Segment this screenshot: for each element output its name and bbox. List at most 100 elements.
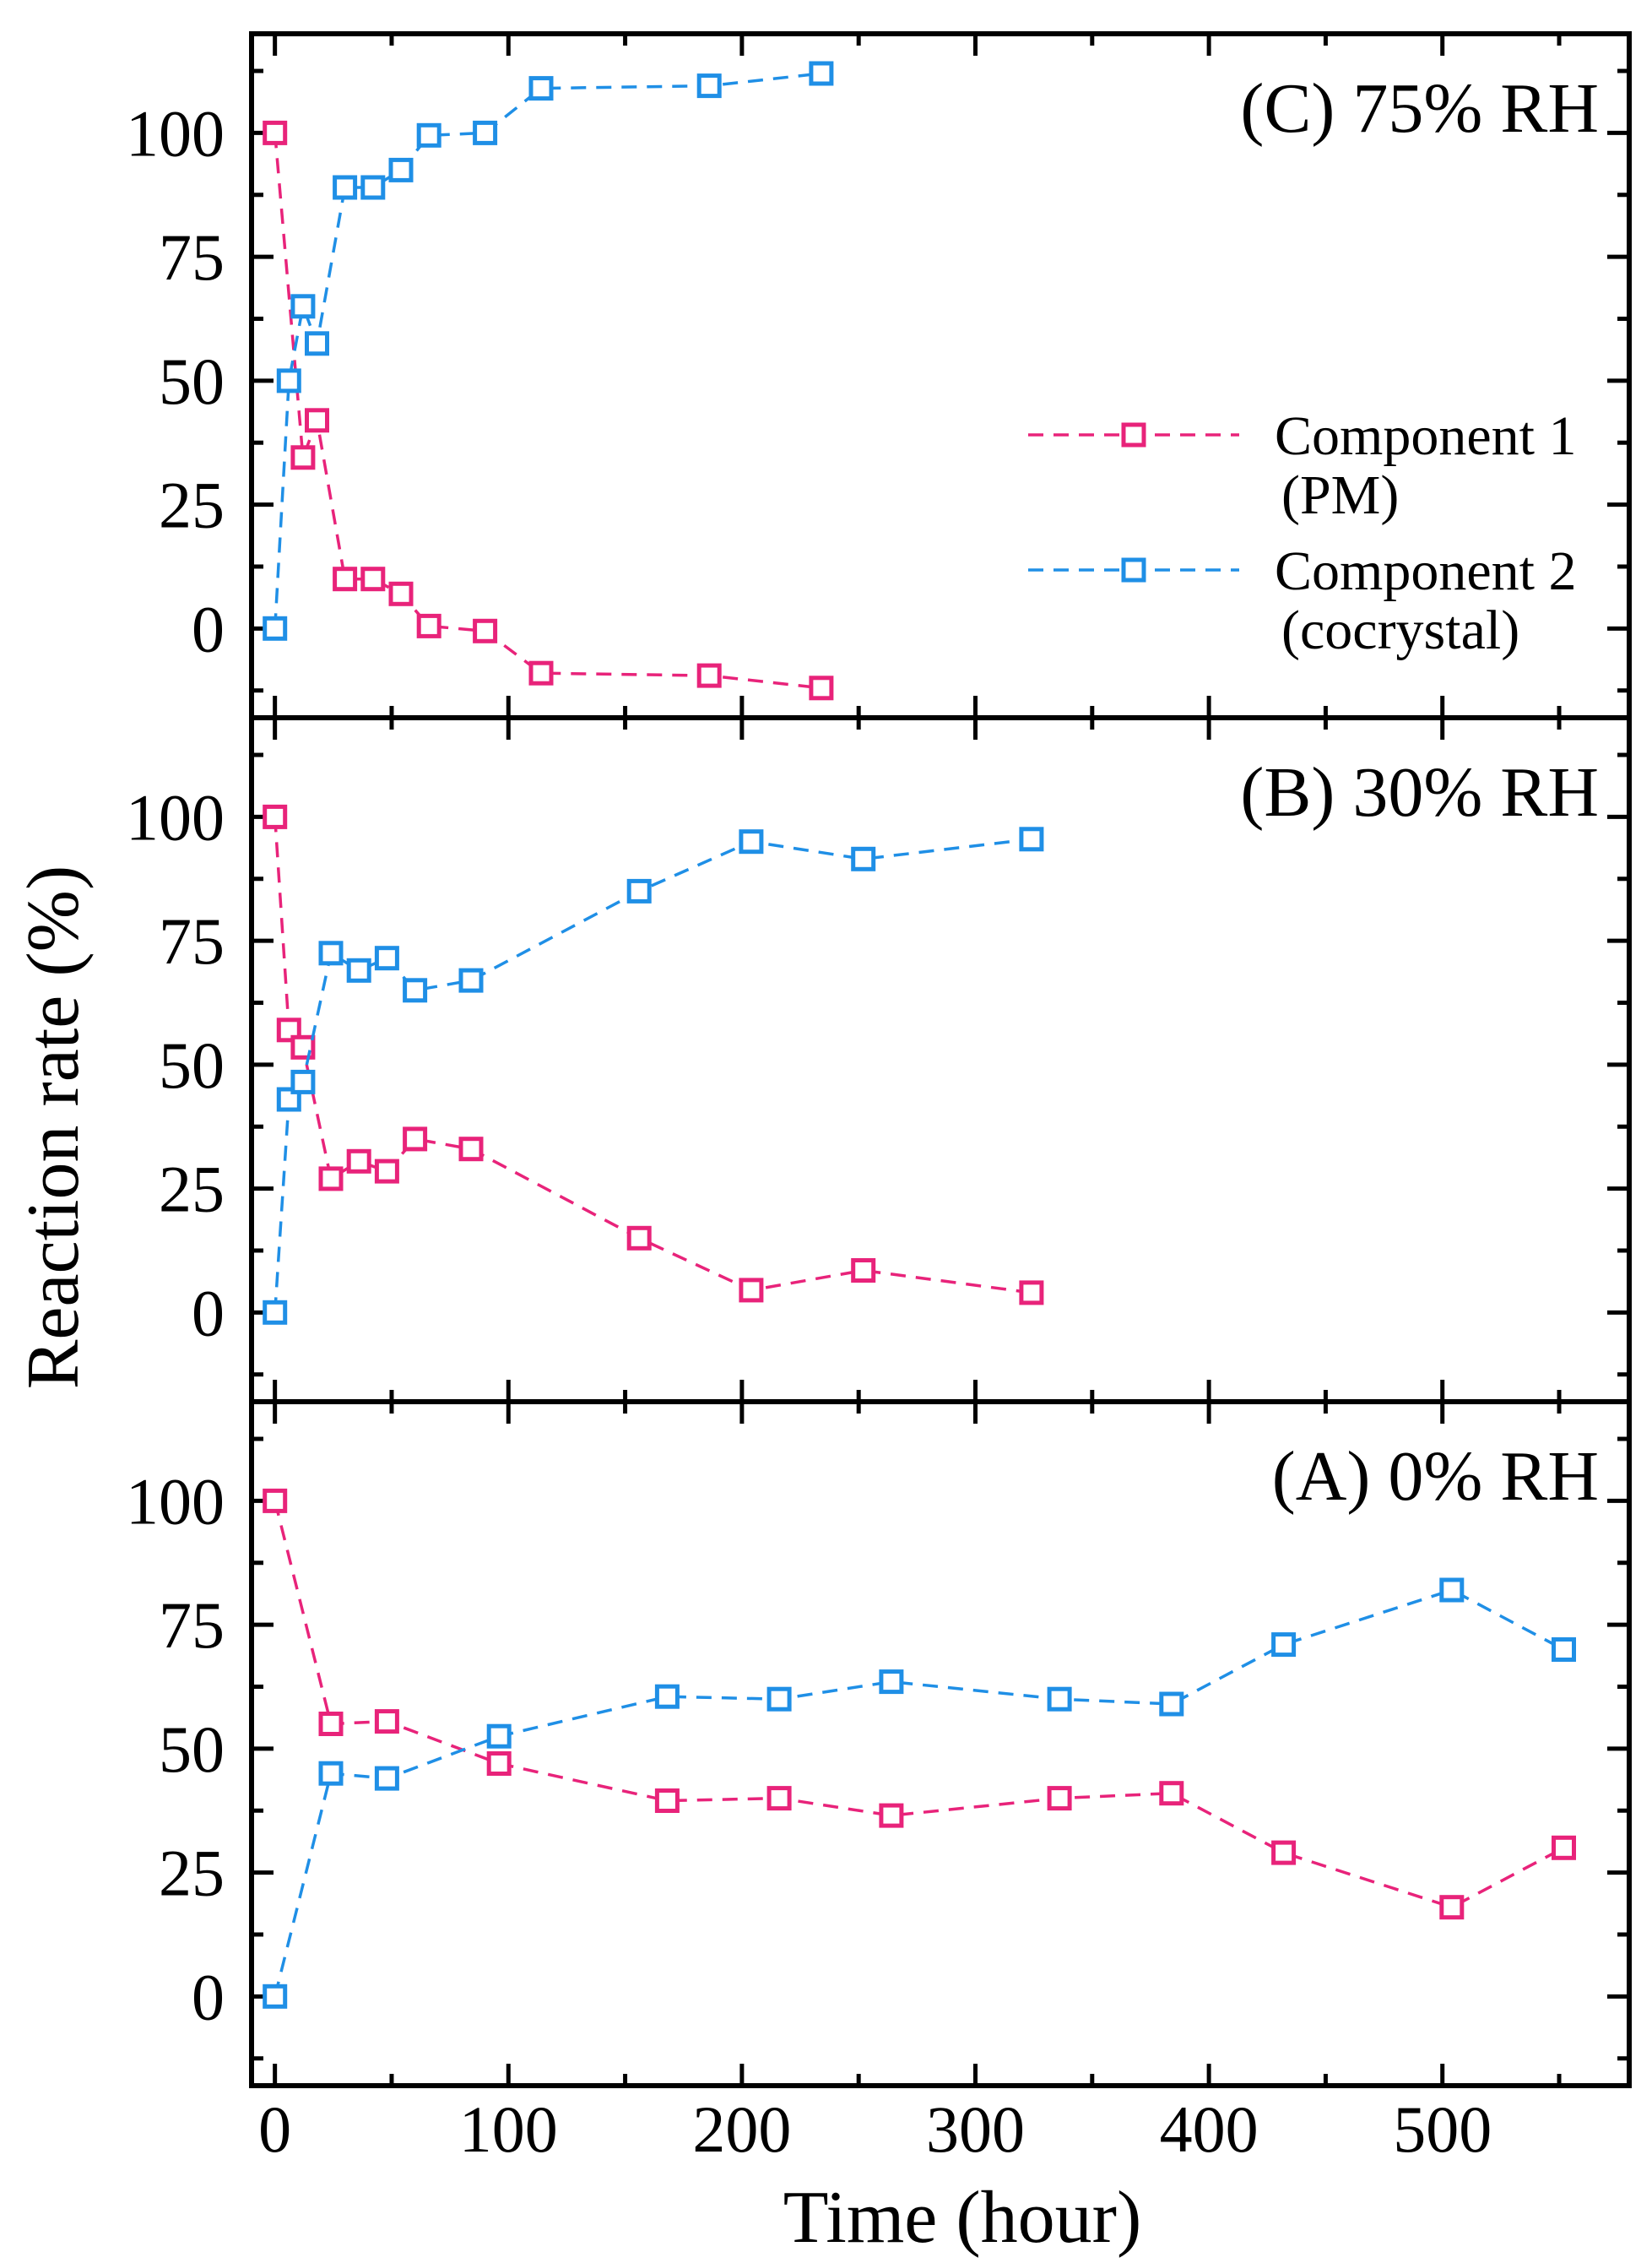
data-point (766, 1686, 792, 1712)
y-tick-label: 75 (159, 1588, 225, 1662)
data-point (290, 294, 316, 319)
data-point (528, 76, 554, 101)
data-point (473, 618, 498, 643)
panel-title: (C) 75% RH (1240, 69, 1599, 148)
legend-label: Component 1 (1275, 405, 1577, 467)
legend-marker (1121, 422, 1146, 448)
data-point (333, 567, 358, 592)
data-point (263, 1488, 288, 1513)
data-point (416, 122, 441, 148)
x-tick-label: 400 (1160, 2092, 1259, 2166)
panel-b: 0 25 50 75 100 (B) 30% RH (126, 715, 1632, 1404)
y-tick-label: 50 (159, 1712, 225, 1786)
data-point (696, 663, 722, 688)
x-tick-label: 500 (1393, 2092, 1492, 2166)
data-point (360, 175, 386, 200)
x-tick-label: 100 (459, 2092, 558, 2166)
data-point (1552, 1835, 1576, 1860)
series-component-2 (263, 61, 834, 641)
series-line (274, 1500, 1565, 1909)
y-tick-label: 75 (159, 220, 225, 294)
data-point (263, 120, 288, 145)
data-point (879, 1803, 904, 1828)
y-tick-label: 75 (159, 904, 225, 978)
x-axis-title: Time (hour) (783, 2177, 1142, 2259)
data-point (1019, 827, 1044, 852)
data-point (486, 1723, 512, 1749)
legend-item: Component 2(cocrystal) (1028, 540, 1577, 661)
y-axis-title: Reaction rate (%) (13, 866, 95, 1390)
data-point (290, 445, 316, 470)
y-tick-label: 25 (159, 1837, 225, 1910)
data-point (374, 1766, 399, 1791)
data-point (374, 946, 399, 971)
data-point (626, 1225, 652, 1251)
panel-frame (249, 1399, 1632, 2088)
data-point (388, 581, 414, 606)
legend-sublabel: (cocrystal) (1281, 600, 1519, 661)
data-point (809, 61, 834, 86)
legend-marker (1121, 557, 1146, 583)
legend-label: Component 2 (1275, 540, 1577, 602)
data-point (739, 1278, 764, 1303)
legend-sublabel: (PM) (1281, 464, 1399, 526)
data-point (263, 616, 288, 641)
data-point (318, 1761, 344, 1786)
data-point (1047, 1686, 1072, 1712)
data-point (851, 846, 876, 871)
y-tick-label: 100 (126, 96, 225, 170)
y-tick-label: 50 (159, 1028, 225, 1102)
data-point (263, 1984, 288, 2009)
data-point (403, 1126, 428, 1152)
data-point (739, 829, 764, 855)
series-component-2 (263, 827, 1044, 1325)
y-tick-label: 100 (126, 1464, 225, 1538)
data-point (458, 968, 484, 993)
data-point (276, 368, 301, 393)
data-point (486, 1751, 512, 1776)
data-point (333, 175, 358, 200)
data-point (263, 1300, 288, 1325)
data-point (696, 73, 722, 99)
data-point (851, 1258, 876, 1283)
data-point (879, 1669, 904, 1695)
panel-title: (A) 0% RH (1272, 1437, 1599, 1516)
data-point (388, 157, 414, 182)
data-point (403, 978, 428, 1003)
legend-item: Component 1(PM) (1028, 405, 1577, 526)
x-tick-label: 0 (258, 2092, 291, 2166)
data-point (654, 1788, 680, 1813)
data-point (1552, 1637, 1576, 1662)
y-tick-label: 0 (192, 1276, 225, 1349)
data-point (305, 331, 329, 356)
data-point (346, 1148, 371, 1174)
y-tick-label: 50 (159, 345, 225, 418)
data-point (1159, 1781, 1184, 1806)
data-point (305, 408, 329, 433)
series-component-1 (263, 804, 1044, 1305)
data-point (360, 567, 386, 592)
data-point (290, 1069, 316, 1094)
data-point (374, 1709, 399, 1734)
data-point (346, 958, 371, 983)
data-point (276, 1018, 301, 1043)
data-point (458, 1137, 484, 1162)
data-point (1019, 1280, 1044, 1305)
data-point (1439, 1577, 1465, 1603)
y-tick-label: 0 (192, 1960, 225, 2033)
data-point (318, 1166, 344, 1191)
data-point (318, 1712, 344, 1736)
panel-a: 0 25 50 75 100 0 100 200 300 400 500 (A) 0% RH (126, 1399, 1632, 2166)
series-line (273, 133, 822, 690)
data-point (1159, 1691, 1184, 1717)
y-tick-label: 25 (159, 469, 225, 542)
data-point (528, 660, 554, 686)
series-component-1 (263, 120, 834, 701)
x-tick-label: 200 (692, 2092, 791, 2166)
series-component-1 (263, 1488, 1576, 1920)
data-point (626, 878, 652, 904)
data-point (654, 1684, 680, 1709)
data-point (374, 1159, 399, 1184)
